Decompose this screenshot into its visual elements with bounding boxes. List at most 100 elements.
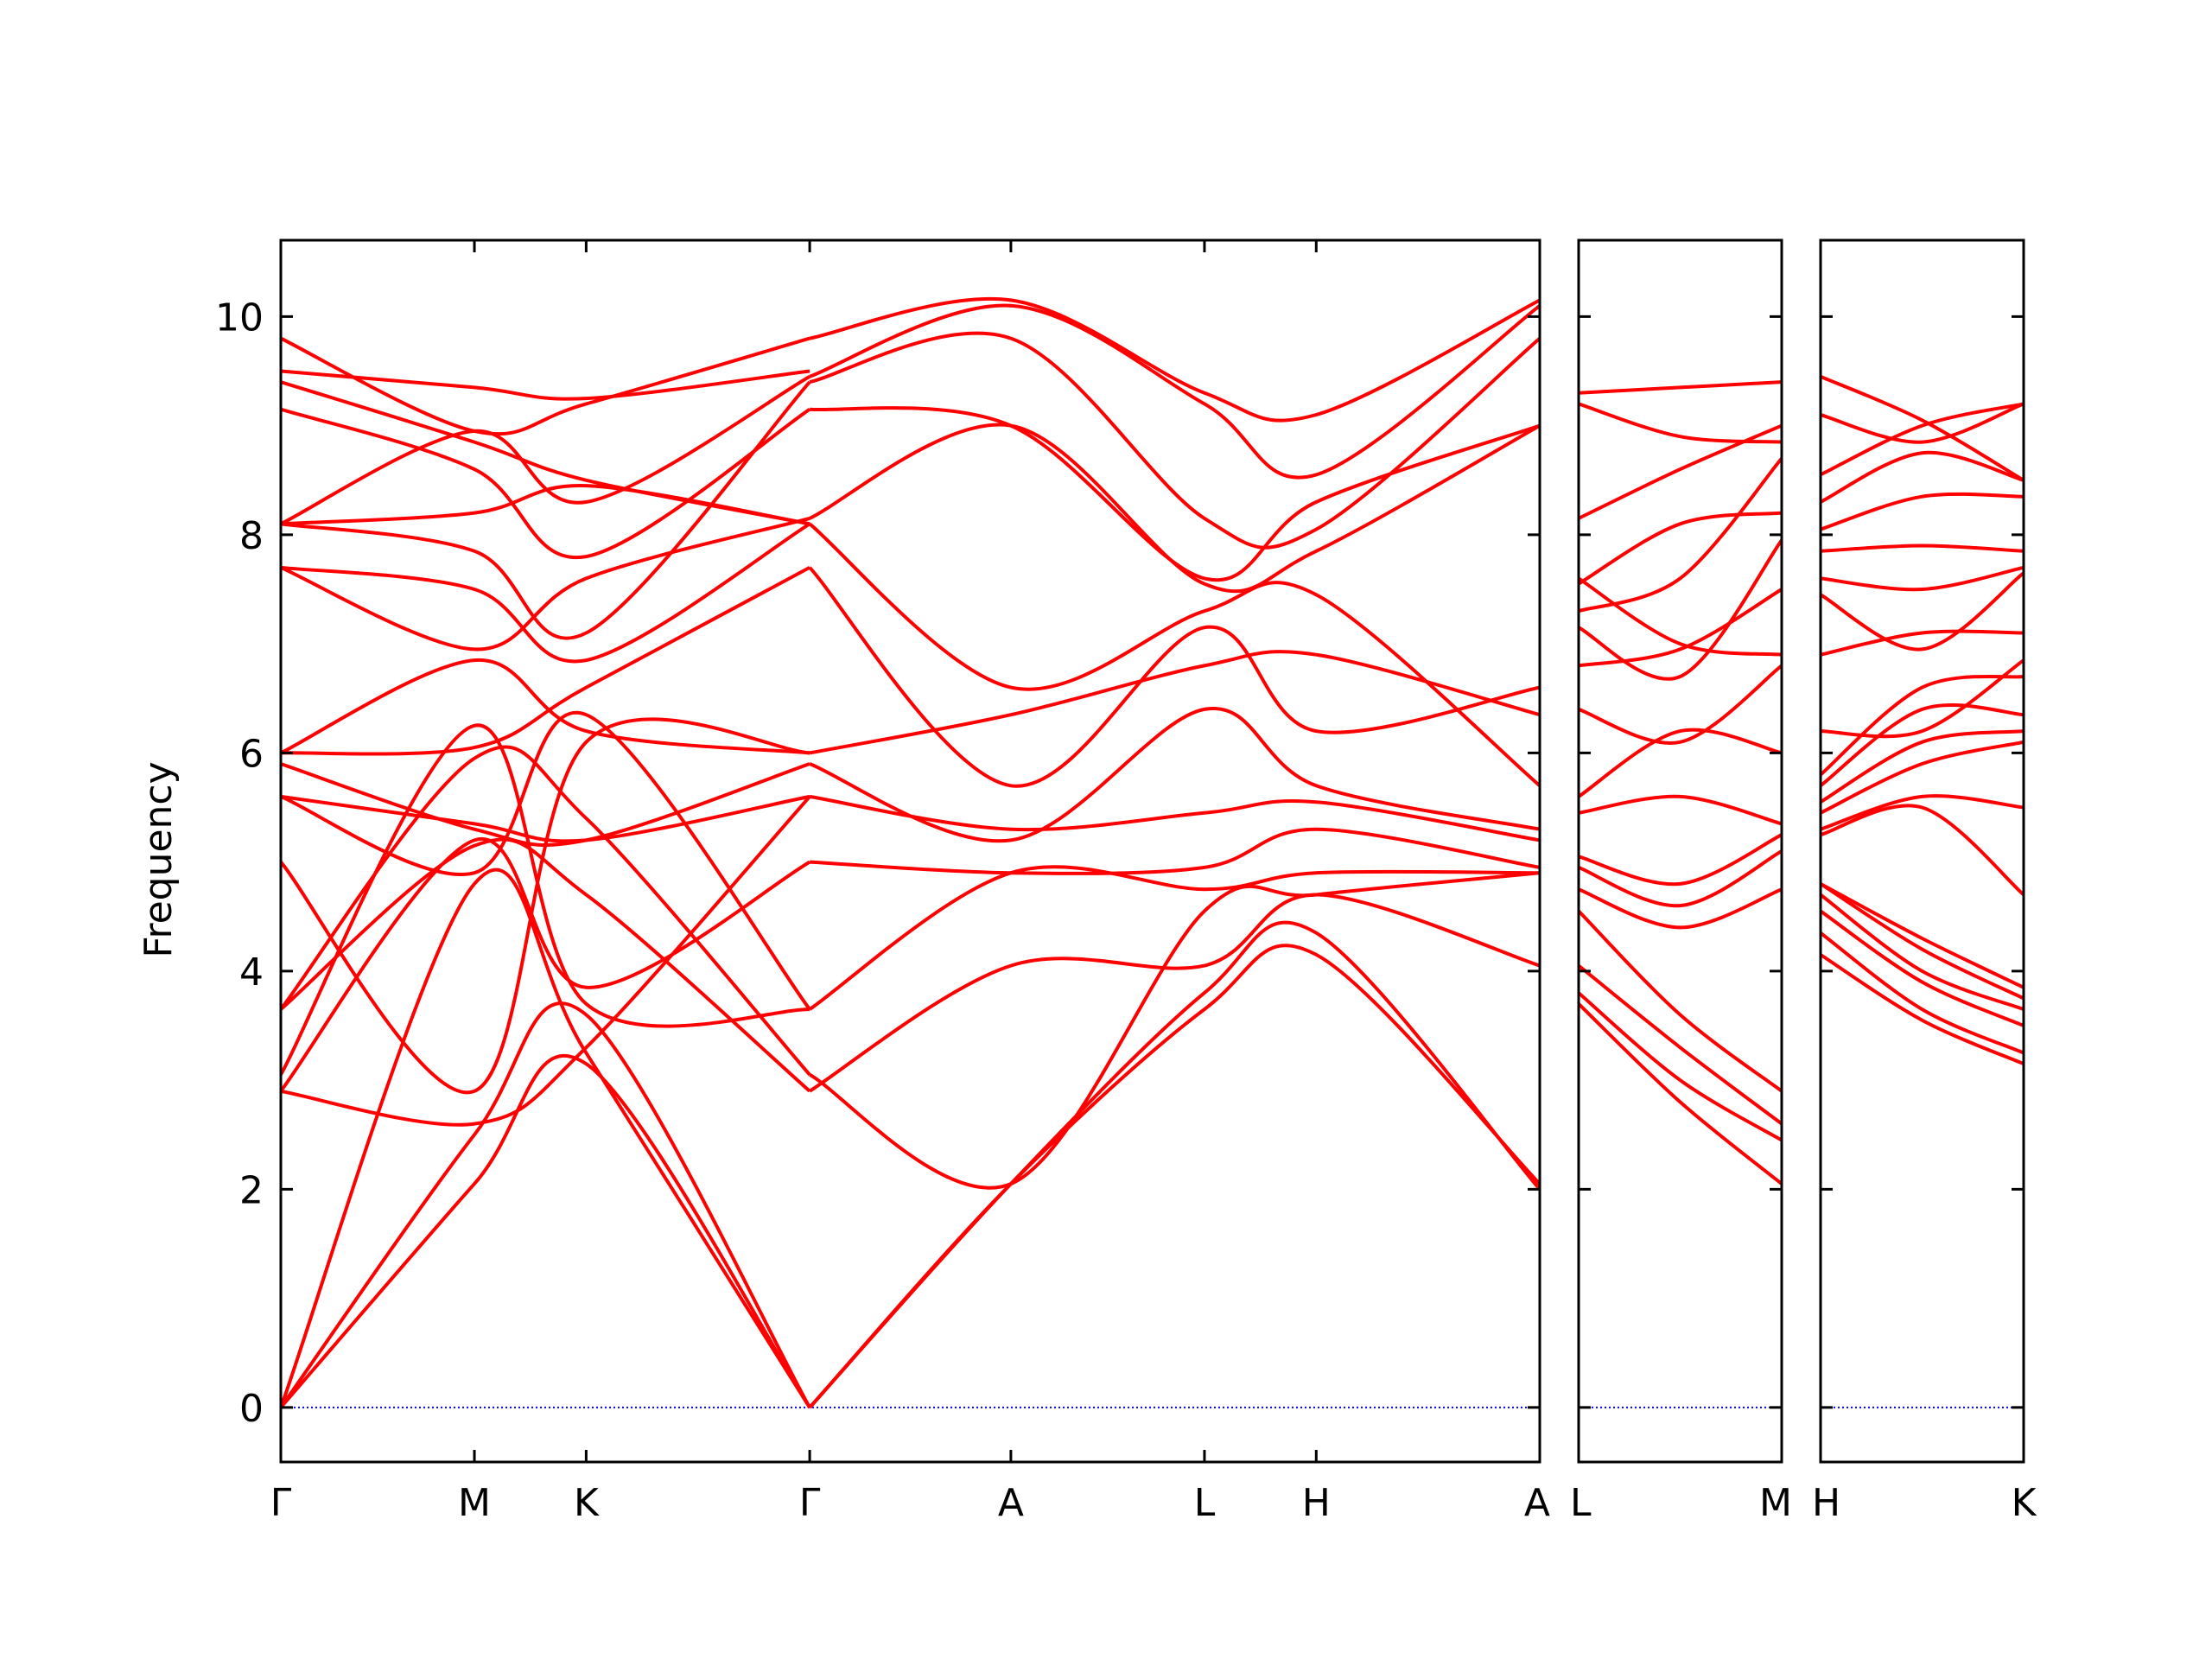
phonon-band-38 xyxy=(809,303,1540,480)
x-tick-label: K xyxy=(574,1481,600,1525)
phonon-band-35 xyxy=(809,423,1540,594)
phonon-band-13 xyxy=(1821,658,2024,739)
phonon-band-16 xyxy=(1821,565,2024,592)
y-tick-label: 2 xyxy=(239,1168,264,1212)
phonon-band-7 xyxy=(1821,804,2024,897)
bands-group xyxy=(281,296,1540,1409)
phonon-band-18 xyxy=(1579,380,1782,395)
y-tick-label: 4 xyxy=(239,950,264,995)
phonon-band-14 xyxy=(1579,511,1782,586)
x-tick-label: Γ xyxy=(270,1481,292,1525)
phonon-band-25 xyxy=(808,920,1540,1409)
phonon-band-8 xyxy=(1579,794,1782,826)
phonon-band-21 xyxy=(281,380,810,526)
x-tick-label: A xyxy=(1524,1481,1550,1525)
phonon-band-4 xyxy=(1579,910,1782,1093)
phonon-band-12 xyxy=(1579,539,1782,681)
phonon-band-8 xyxy=(281,745,811,1077)
phonon-band-7 xyxy=(1579,833,1782,887)
phonon-band-39 xyxy=(809,296,1540,423)
x-tick-label: L xyxy=(1570,1481,1592,1525)
phonon-band-1 xyxy=(1579,1002,1782,1185)
phonon-band-20 xyxy=(1821,402,2024,477)
x-tick-label: Γ xyxy=(799,1481,821,1525)
phonon-band-32 xyxy=(809,650,1540,755)
phonon-band-27 xyxy=(809,871,1540,1190)
phonon-band-28 xyxy=(808,865,1540,1011)
phonon-band-18 xyxy=(1821,492,2024,531)
phonon-band-15 xyxy=(1821,571,2024,652)
phonon-band-1 xyxy=(281,1054,811,1409)
bands-group xyxy=(1579,380,1782,1185)
phonon-band-4 xyxy=(1821,893,2024,1011)
phonon-band-3 xyxy=(281,868,811,1408)
phonon-band-37 xyxy=(809,331,1540,550)
phonon-band-15 xyxy=(281,522,811,664)
panel-1: 0 2 4 6 8 10 Γ M K Γ A L H A xyxy=(215,238,1550,1525)
phonon-band-7 xyxy=(281,837,811,1093)
y-tick-label: 10 xyxy=(215,296,264,340)
phonon-band-13 xyxy=(281,658,810,755)
phonon-band-22 xyxy=(1821,374,2024,482)
phonon-band-20 xyxy=(281,407,811,560)
phonon-band-5 xyxy=(1821,882,2024,1001)
phonon-band-11 xyxy=(1821,702,2024,787)
phonon-band-14 xyxy=(281,566,811,756)
phonon-band-8 xyxy=(1821,794,2024,831)
y-tick-label: 0 xyxy=(239,1387,264,1431)
x-tick-label: K xyxy=(2012,1481,2037,1525)
phonon-band-26 xyxy=(809,893,1540,1093)
phonon-band-17 xyxy=(281,380,811,640)
phonon-band-23 xyxy=(281,336,810,436)
phonon-band-10 xyxy=(1821,729,2024,804)
phonon-band-34 xyxy=(808,522,1540,787)
phonon-band-16 xyxy=(281,516,810,652)
phonon-band-13 xyxy=(1579,457,1782,613)
phonon-band-19 xyxy=(281,375,811,526)
phonon-band-2 xyxy=(281,1001,811,1409)
phonon-band-6 xyxy=(1821,882,2024,989)
phonon-band-16 xyxy=(1579,423,1782,520)
phonon-band-9 xyxy=(1821,740,2024,815)
bands-group xyxy=(1821,374,2024,1066)
phonon-band-14 xyxy=(1821,629,2024,657)
phonon-band-19 xyxy=(1821,450,2024,504)
x-tick-label: M xyxy=(1759,1481,1792,1525)
phonon-band-12 xyxy=(1821,674,2024,777)
phonon-band-5 xyxy=(281,836,811,1093)
phonon-band-10 xyxy=(1579,664,1782,745)
phonon-band-12 xyxy=(281,762,810,847)
phonon-band-2 xyxy=(1579,991,1782,1142)
y-tick-label: 8 xyxy=(239,514,264,558)
phonon-band-33 xyxy=(808,566,1540,788)
phonon-band-17 xyxy=(1579,402,1782,444)
phonon-band-9 xyxy=(1579,728,1782,798)
phonon-band-11 xyxy=(281,710,811,1011)
phonon-band-6 xyxy=(1579,849,1782,908)
y-axis-label: Frequency xyxy=(137,761,181,957)
phonon-band-17 xyxy=(1821,543,2024,553)
phonon-band-3 xyxy=(1579,964,1782,1126)
phonon-band-6 xyxy=(281,723,810,1076)
phonon-band-1 xyxy=(1821,953,2024,1066)
phonon-band-3 xyxy=(1821,909,2024,1027)
phonon-band-22 xyxy=(281,369,810,401)
phonon-band-15 xyxy=(1579,576,1782,657)
phonon-band-9 xyxy=(281,717,810,1095)
phonon-band-30 xyxy=(809,794,1540,842)
phonon-band-21 xyxy=(1821,402,2024,444)
phonon-band-2 xyxy=(1821,931,2024,1055)
x-tick-label: M xyxy=(458,1481,491,1525)
x-tick-label: H xyxy=(1812,1481,1840,1525)
y-tick-label: 6 xyxy=(239,732,264,776)
phonon-band-5 xyxy=(1579,887,1782,930)
panel-frame xyxy=(279,238,1541,1464)
x-tick-label: L xyxy=(1194,1481,1216,1525)
panel-frame xyxy=(1577,238,1783,1464)
panel-frame xyxy=(1819,238,2025,1464)
phonon-band-31 xyxy=(809,706,1540,843)
